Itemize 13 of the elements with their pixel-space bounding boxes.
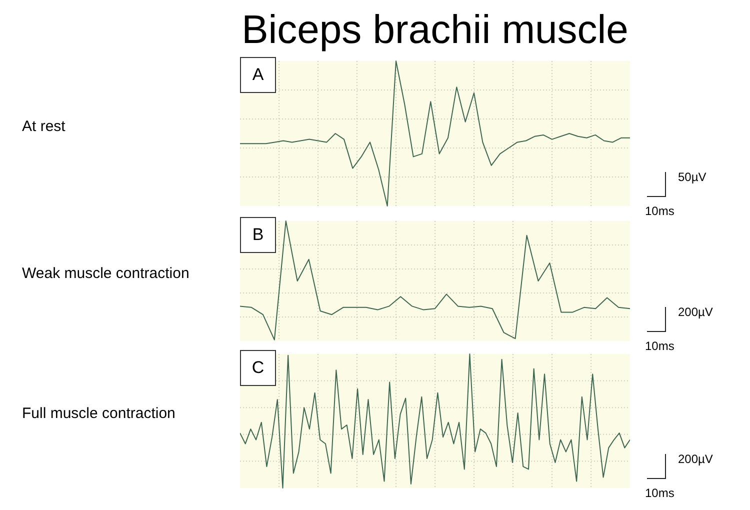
annotation: B: [240, 217, 276, 253]
annotation: A: [240, 57, 276, 93]
chart-title: Biceps brachii muscle: [240, 8, 630, 53]
annotation: C: [240, 350, 276, 386]
y-axis-title: Weak muscle contraction: [22, 265, 190, 282]
text: 200µV: [678, 305, 713, 319]
text: 10ms: [645, 339, 674, 353]
text: 200µV: [678, 452, 713, 466]
text: 50µV: [678, 170, 706, 184]
text: 10ms: [645, 204, 674, 218]
text: 10ms: [645, 486, 674, 500]
y-axis-title: At rest: [22, 118, 66, 134]
y-axis-title: Full muscle contraction: [22, 405, 176, 422]
